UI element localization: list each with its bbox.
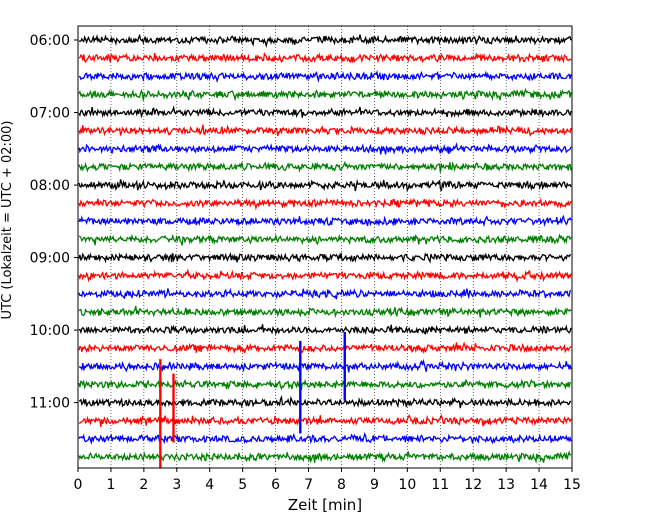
- x-tick-label: 14: [530, 477, 548, 493]
- trace-row-0930: [78, 287, 572, 300]
- trace-row-0945: [78, 305, 572, 319]
- x-tick-label: 4: [205, 477, 214, 493]
- x-tick-label: 0: [74, 477, 83, 493]
- event-spike: [172, 373, 175, 443]
- x-axis-label: Zeit [min]: [288, 496, 362, 514]
- trace-row-0745: [78, 160, 572, 173]
- x-tick-label: 5: [238, 477, 247, 493]
- trace-row-1100: [79, 394, 572, 409]
- trace-row-0915: [78, 268, 572, 283]
- trace-row-0830: [78, 214, 572, 228]
- trace-row-1030: [78, 358, 572, 373]
- trace-row-1115: [78, 413, 572, 427]
- event-spike: [159, 359, 162, 468]
- trace-row-1130: [78, 431, 572, 445]
- x-tick-label: 9: [370, 477, 379, 493]
- event-spike: [299, 340, 302, 434]
- y-axis-ticks: 06:00 07:00 08:00 09:00 10:00 11:00: [30, 33, 78, 412]
- x-tick-label: 2: [139, 477, 148, 493]
- x-tick-label: 1: [106, 477, 115, 493]
- y-tick-label: 08:00: [30, 178, 70, 194]
- trace-row-0730: [78, 142, 572, 155]
- trace-row-1045: [78, 378, 572, 391]
- trace-row-1000: [78, 324, 572, 336]
- x-tick-label: 12: [464, 477, 482, 493]
- y-tick-label: 09:00: [30, 251, 70, 267]
- trace-row-0800: [78, 178, 572, 193]
- x-tick-label: 8: [337, 477, 346, 493]
- trace-row-0815: [78, 197, 572, 211]
- x-tick-label: 13: [497, 477, 515, 493]
- trace-row-0900: [78, 251, 572, 264]
- x-tick-label: 10: [398, 477, 416, 493]
- seismic-events: [159, 331, 346, 468]
- trace-row-0630: [79, 69, 572, 84]
- trace-row-0700: [78, 105, 572, 119]
- y-tick-label: 11:00: [30, 396, 70, 412]
- plot-frame: [77, 25, 573, 469]
- x-tick-label: 11: [431, 477, 449, 493]
- x-tick-label: 3: [172, 477, 181, 493]
- x-tick-label: 6: [271, 477, 280, 493]
- trace-row-0715: [78, 124, 572, 137]
- event-spike: [343, 331, 346, 401]
- trace-row-0645: [78, 87, 572, 102]
- trace-row-1015: [78, 341, 572, 355]
- x-axis-ticks: 0 1 2 3 4 5 6 7 8 9 10 11 12 13 14 15: [74, 468, 581, 493]
- trace-row-0615: [78, 52, 572, 64]
- trace-row-1145: [78, 450, 572, 464]
- trace-row-0600: [78, 33, 572, 49]
- x-tick-label: 15: [563, 477, 581, 493]
- x-tick-label: 7: [304, 477, 313, 493]
- y-tick-label: 10:00: [30, 323, 70, 339]
- y-axis-label: UTC (Lokalzeit = UTC + 02:00): [0, 121, 15, 320]
- y-tick-label: 06:00: [30, 33, 70, 49]
- trace-rows: [78, 33, 572, 464]
- y-tick-label: 07:00: [30, 106, 70, 122]
- trace-row-0845: [78, 233, 572, 246]
